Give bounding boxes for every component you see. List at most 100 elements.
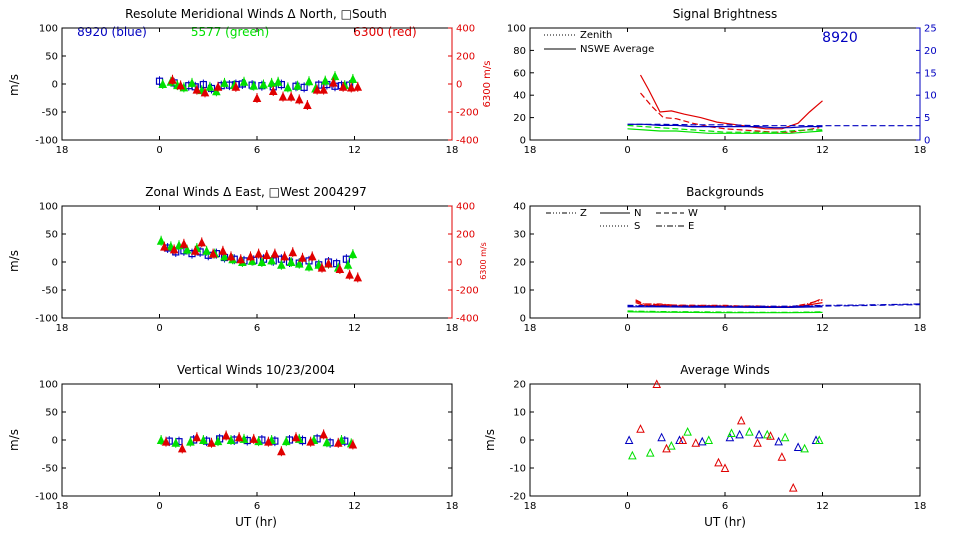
data-point-6300 (652, 379, 662, 388)
data-point-6300 (303, 100, 312, 109)
x-tick-label: 18 (446, 501, 459, 512)
y-tick-label: 20 (513, 258, 526, 269)
data-point-5577 (286, 257, 296, 266)
data-point-6300 (317, 262, 327, 272)
data-point-5577 (304, 261, 314, 271)
y2-tick-label: 25 (924, 24, 937, 35)
x-tick-label: 0 (624, 323, 630, 334)
y-tick-label: -50 (42, 464, 58, 475)
x-tick-label: 6 (254, 145, 260, 156)
data-point-5577 (322, 437, 332, 447)
data-point-8920 (199, 80, 207, 89)
data-point-6300 (177, 443, 187, 453)
x-axis-label: UT (hr) (704, 515, 746, 529)
series-line-8920-average (627, 123, 823, 129)
y2-tick-label: 400 (456, 202, 475, 213)
x-tick-label: 18 (524, 323, 537, 334)
data-point-6300 (231, 82, 241, 91)
x-tick-label: 18 (914, 323, 927, 334)
chart-title: Backgrounds (686, 185, 764, 199)
y2-tick-label: -400 (456, 314, 479, 325)
x-tick-label: 18 (914, 501, 927, 512)
y-tick-label: -100 (35, 136, 58, 147)
panel-meridional-winds: Resolute Meridional Winds Δ North, □Sout… (7, 7, 493, 107)
data-point-5577 (213, 436, 223, 446)
data-point-8920 (774, 436, 783, 446)
x-tick-label: 6 (722, 501, 728, 512)
y2-tick-label: 0 (456, 258, 462, 269)
data-point-6300 (319, 84, 328, 94)
series-line-8920-zenith (627, 123, 920, 127)
data-point-6300 (766, 431, 775, 440)
plot-frame (61, 27, 453, 141)
y-tick-label: 0 (52, 436, 58, 447)
data-point-6300 (246, 251, 255, 261)
data-point-6300 (346, 82, 356, 92)
data-point-8920 (793, 442, 803, 451)
plot-frame (529, 205, 921, 319)
data-point-6300 (208, 248, 218, 258)
data-point-6300 (207, 438, 216, 447)
data-point-5577 (205, 82, 215, 91)
x-axis-label: UT (hr) (235, 515, 277, 529)
y2-tick-label: -400 (456, 136, 479, 147)
data-point-6300 (288, 247, 298, 257)
x-tick-label: 12 (348, 501, 361, 512)
y-tick-label: 10 (513, 408, 526, 419)
data-point-6300 (788, 482, 798, 492)
data-point-6300 (345, 269, 354, 279)
data-point-5577 (277, 260, 286, 269)
data-point-5577 (814, 435, 824, 444)
chart-annotation: 8920 (822, 30, 858, 46)
data-point-6300 (720, 463, 730, 472)
legend-label-zenith: Zenith (580, 30, 612, 41)
y-axis-label: m/s (7, 429, 21, 451)
data-point-8920 (697, 436, 707, 446)
y2-tick-label: 400 (456, 24, 475, 35)
data-point-6300 (338, 82, 348, 91)
data-point-5577 (281, 436, 291, 446)
data-point-6300 (252, 93, 262, 102)
data-point-5577 (294, 259, 304, 268)
data-point-6300 (221, 430, 231, 440)
data-point-5577 (304, 76, 314, 86)
data-point-6300 (179, 239, 189, 248)
data-point-5577 (727, 428, 736, 437)
y-tick-label: 20 (513, 380, 526, 391)
x-tick-label: 0 (624, 145, 630, 156)
y-axis-label: m/s (483, 429, 497, 451)
y-tick-label: 60 (513, 68, 526, 79)
panel-signal-brightness: Signal Brightness 8920 Zenith NSWE Avera… (544, 7, 858, 55)
data-point-6300 (312, 84, 322, 94)
data-point-6300 (353, 272, 363, 282)
data-point-6300 (294, 94, 304, 104)
data-point-5577 (273, 77, 283, 86)
data-point-5577 (348, 249, 358, 259)
data-point-6300 (329, 77, 338, 87)
legend-label-e: E (688, 221, 694, 232)
legend-label-z: Z (580, 208, 587, 219)
x-tick-label: 12 (816, 323, 829, 334)
data-point-6300 (298, 253, 307, 262)
x-tick-label: 6 (722, 323, 728, 334)
data-point-6300 (278, 91, 288, 101)
data-point-6300 (280, 251, 289, 261)
data-point-5577 (645, 447, 655, 457)
x-tick-label: 18 (56, 145, 69, 156)
y2-tick-label: 0 (924, 136, 930, 147)
data-point-6300 (348, 439, 358, 449)
data-point-5577 (187, 78, 197, 87)
data-point-6300 (307, 251, 317, 261)
data-point-6300 (218, 246, 228, 255)
data-point-5577 (683, 426, 692, 436)
y-tick-label: 50 (45, 230, 58, 241)
y-tick-label: 0 (52, 80, 58, 91)
y-tick-label: 80 (513, 46, 526, 57)
x-tick-label: 18 (524, 145, 537, 156)
data-point-6300 (753, 438, 762, 447)
data-point-5577 (158, 79, 168, 88)
y-tick-label: -10 (510, 464, 526, 475)
y-tick-label: 0 (520, 136, 526, 147)
data-point-5577 (745, 426, 754, 436)
data-point-6300 (264, 437, 273, 446)
